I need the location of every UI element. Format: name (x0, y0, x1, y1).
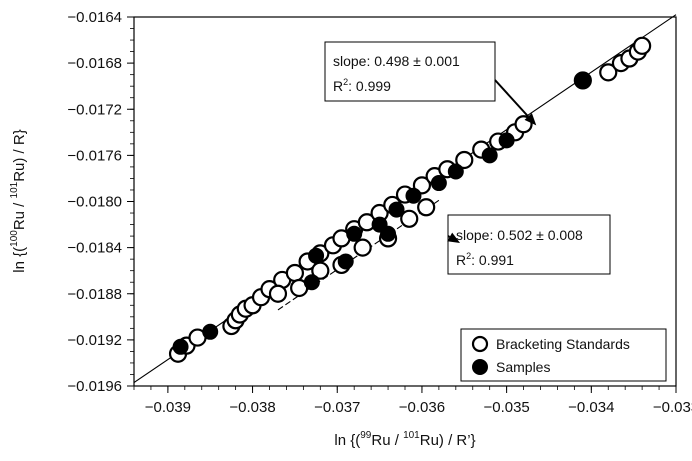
sample-point (308, 247, 325, 264)
annotation-r2-text: R2: 0.999 (333, 77, 391, 94)
x-tick-label: −0.037 (314, 399, 360, 416)
y-tick-label: −0.0188 (67, 286, 122, 303)
standard-point (599, 63, 618, 82)
sample-point (498, 132, 515, 149)
annotation-arrow (447, 235, 451, 238)
sample-point (380, 225, 397, 242)
y-tick-label: −0.0168 (67, 55, 122, 72)
annotation-r2-text: R2: 0.991 (456, 251, 514, 268)
y-tick-label: −0.0164 (67, 9, 122, 26)
y-tick-label: −0.0172 (67, 101, 122, 118)
standard-point (417, 198, 436, 217)
x-axis-label: ln {(99Ru / 101Ru) / R’} (334, 430, 475, 449)
standard-point (285, 263, 305, 283)
x-tick-label: −0.035 (483, 399, 529, 416)
sample-point (346, 225, 363, 242)
sample-point (172, 338, 189, 355)
y-tick-label: −0.0196 (67, 378, 122, 395)
sample-point (303, 274, 320, 291)
y-axis: −0.0164 −0.0168 −0.0172 −0.0176 −0.0180 −0.01… (67, 9, 134, 395)
annotation-arrowhead (447, 232, 461, 244)
x-tick-label: −0.039 (145, 399, 191, 416)
standard-point (400, 209, 419, 228)
legend-marker-samples (472, 359, 488, 375)
legend-label-samples: Samples (496, 359, 550, 375)
x-axis: −0.039 −0.038 −0.037 −0.036 −0.035 −0.034 −0.0… (133, 386, 692, 416)
series-layer (168, 36, 652, 363)
sample-point (574, 72, 591, 89)
annotation-box (324, 41, 496, 102)
standard-point (311, 261, 330, 280)
x-tick-label: −0.036 (399, 399, 445, 416)
legend-box (460, 328, 667, 382)
sample-point (481, 147, 498, 164)
standard-point (353, 238, 372, 257)
y-tick-label: −0.0184 (67, 240, 122, 257)
y-axis-label: ln {(100Ru / 101Ru) / R} (9, 129, 28, 272)
annotation-box (447, 214, 611, 275)
y-tick-label: −0.0192 (67, 332, 122, 349)
sample-point (388, 201, 405, 218)
annotation-slope-text: slope: 0.502 ± 0.008 (456, 227, 583, 243)
sample-point (447, 163, 464, 180)
y-tick-label: −0.0180 (67, 194, 122, 211)
sample-point (337, 253, 354, 270)
annotation-arrow (494, 79, 529, 118)
legend: Bracketing Standards Samples (460, 328, 667, 382)
standard-point (268, 284, 288, 303)
standard-point (633, 36, 652, 55)
annotation-slope-lower: slope: 0.502 ± 0.008 R2: 0.991 (447, 214, 611, 275)
standard-point (455, 150, 474, 170)
x-tick-label: −0.034 (568, 399, 614, 416)
sample-point (405, 187, 422, 204)
sample-point (202, 323, 219, 340)
y-tick-label: −0.0176 (67, 147, 122, 164)
sample-point (430, 175, 447, 192)
legend-label-bracketing-standards: Bracketing Standards (496, 336, 630, 352)
x-tick-label: −0.038 (229, 399, 275, 416)
annotation-slope-upper: slope: 0.498 ± 0.001 R2: 0.999 (324, 41, 537, 126)
annotation-arrowhead (524, 113, 537, 126)
annotation-slope-text: slope: 0.498 ± 0.001 (333, 53, 460, 69)
legend-marker-bracketing-standards (471, 335, 489, 353)
x-tick-label: −0.033 (653, 399, 692, 416)
